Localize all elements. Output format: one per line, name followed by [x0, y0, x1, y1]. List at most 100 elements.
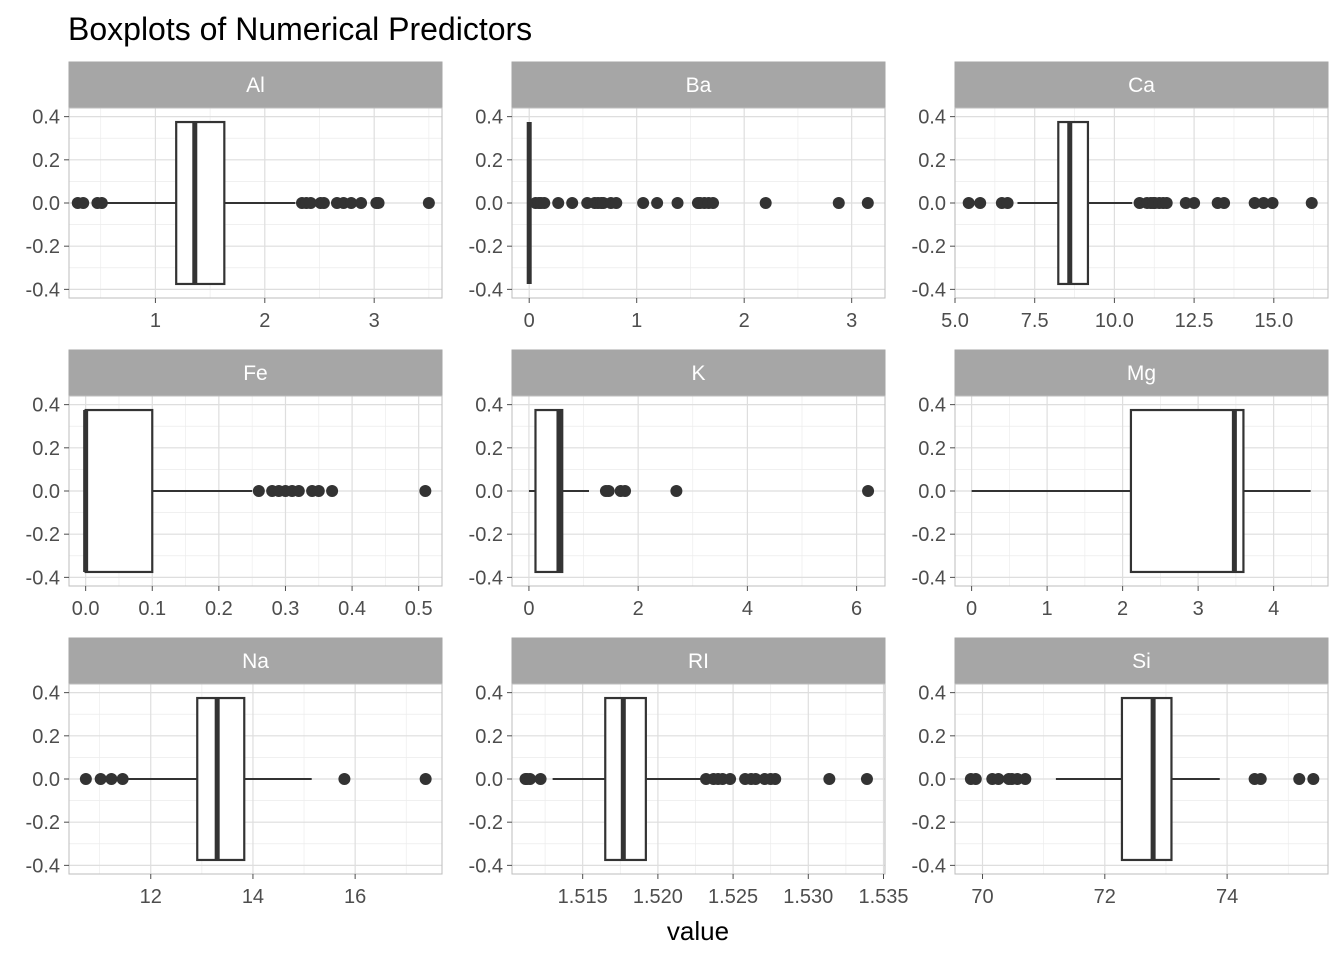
y-tick-label: 0.4	[32, 395, 60, 417]
y-tick-label: -0.2	[469, 524, 503, 546]
outlier-point	[326, 485, 339, 497]
y-tick-label: 0.4	[475, 107, 503, 129]
outlier-point	[338, 773, 351, 785]
y-tick-label: -0.2	[26, 812, 60, 834]
outlier-point	[637, 197, 650, 209]
outlier-point	[355, 197, 368, 209]
outlier-point	[823, 773, 836, 785]
outlier-point	[670, 485, 683, 497]
y-tick-label: 0.0	[32, 193, 60, 215]
outlier-point	[1266, 197, 1279, 209]
facet-panel-fe: Fe 0.4 0.2 0.0 -0.2 -0.4 0.0 0.1 0.2 0.3 0.4 0.5	[26, 349, 443, 620]
box-iqr	[84, 408, 154, 574]
facet-strip	[954, 637, 1329, 685]
y-tick-label: 0.2	[32, 726, 60, 748]
outlier-point	[1001, 197, 1014, 209]
facet-strip	[68, 349, 443, 397]
outlier-point	[552, 197, 565, 209]
y-tick-label: -0.2	[912, 524, 946, 546]
box-iqr	[1057, 120, 1090, 286]
outlier-point	[707, 197, 720, 209]
outlier-point	[1160, 197, 1173, 209]
y-tick-label: 0.2	[918, 726, 946, 748]
outlier-point	[759, 197, 772, 209]
chart-title: Boxplots of Numerical Predictors	[68, 11, 532, 47]
outlier-point	[1254, 773, 1267, 785]
x-tick-label: 3	[1193, 598, 1204, 620]
outlier-point	[1257, 197, 1270, 209]
outlier-point	[419, 773, 432, 785]
facet-strip-label: K	[691, 362, 705, 385]
x-tick-label: 0	[966, 598, 977, 620]
x-tick-label: 1	[150, 310, 161, 332]
outlier-point	[524, 773, 537, 785]
facet-strip-label: Si	[1132, 650, 1151, 673]
outlier-point	[1188, 197, 1201, 209]
outlier-point	[671, 197, 684, 209]
outlier-point	[94, 773, 107, 785]
outlier-point	[345, 197, 358, 209]
y-tick-label: 0.0	[32, 769, 60, 791]
x-tick-label: 0.4	[338, 598, 366, 620]
outlier-point	[95, 197, 108, 209]
facet-strip-label: Ba	[686, 74, 712, 97]
x-tick-label: 1.535	[858, 886, 908, 908]
y-tick-label: 0.2	[475, 438, 503, 460]
facet-strip-label: Ca	[1128, 74, 1155, 97]
outlier-point	[962, 197, 975, 209]
y-tick-label: 0.4	[32, 683, 60, 705]
y-tick-label: 0.4	[918, 107, 946, 129]
x-tick-label: 1	[631, 310, 642, 332]
y-tick-label: -0.2	[26, 236, 60, 258]
outlier-point	[304, 197, 317, 209]
y-tick-label: -0.2	[26, 524, 60, 546]
facet-strip	[68, 637, 443, 685]
x-tick-label: 12.5	[1175, 310, 1214, 332]
x-tick-label: 16	[344, 886, 366, 908]
outlier-point	[749, 773, 762, 785]
outlier-point	[1307, 773, 1320, 785]
facet-panels: Al 0.4 0.2 0.0 -0.2 -0.4 1 2 3 Ba 0.4 0.2 0.0 -0.2 -0.…	[26, 61, 1329, 908]
outlier-point	[602, 485, 615, 497]
y-tick-label: -0.4	[912, 855, 946, 877]
x-tick-label: 74	[1216, 886, 1238, 908]
y-tick-label: 0.0	[475, 769, 503, 791]
x-tick-label: 1	[1042, 598, 1053, 620]
y-tick-label: 0.0	[475, 193, 503, 215]
outlier-point	[292, 485, 305, 497]
x-tick-label: 0	[524, 310, 535, 332]
y-tick-label: -0.4	[469, 279, 503, 301]
y-tick-label: 0.2	[918, 438, 946, 460]
outlier-point	[1305, 197, 1318, 209]
box-iqr	[196, 696, 246, 862]
facet-strip	[511, 349, 886, 397]
y-tick-label: 0.0	[918, 193, 946, 215]
y-tick-label: 0.4	[32, 107, 60, 129]
x-tick-label: 0	[523, 598, 534, 620]
x-tick-label: 6	[851, 598, 862, 620]
outlier-point	[1179, 197, 1192, 209]
outlier-point	[1218, 197, 1231, 209]
outlier-point	[974, 197, 987, 209]
outlier-point	[312, 485, 325, 497]
x-tick-label: 2	[739, 310, 750, 332]
outlier-point	[969, 773, 982, 785]
x-tick-label: 72	[1094, 886, 1116, 908]
y-tick-label: 0.4	[918, 683, 946, 705]
outlier-point	[1019, 773, 1032, 785]
outlier-point	[538, 197, 551, 209]
x-tick-label: 1.530	[783, 886, 833, 908]
facet-strip-label: Al	[246, 74, 265, 97]
y-tick-label: 0.2	[475, 726, 503, 748]
facet-panel-ba: Ba 0.4 0.2 0.0 -0.2 -0.4 0 1 2 3	[469, 61, 886, 332]
outlier-point	[832, 197, 845, 209]
outlier-point	[769, 773, 782, 785]
y-tick-label: -0.2	[912, 236, 946, 258]
x-tick-label: 14	[242, 886, 264, 908]
x-tick-label: 2	[259, 310, 270, 332]
facet-strip	[511, 637, 886, 685]
box-iqr	[175, 120, 226, 286]
outlier-point	[861, 197, 874, 209]
facet-strip	[68, 61, 443, 109]
